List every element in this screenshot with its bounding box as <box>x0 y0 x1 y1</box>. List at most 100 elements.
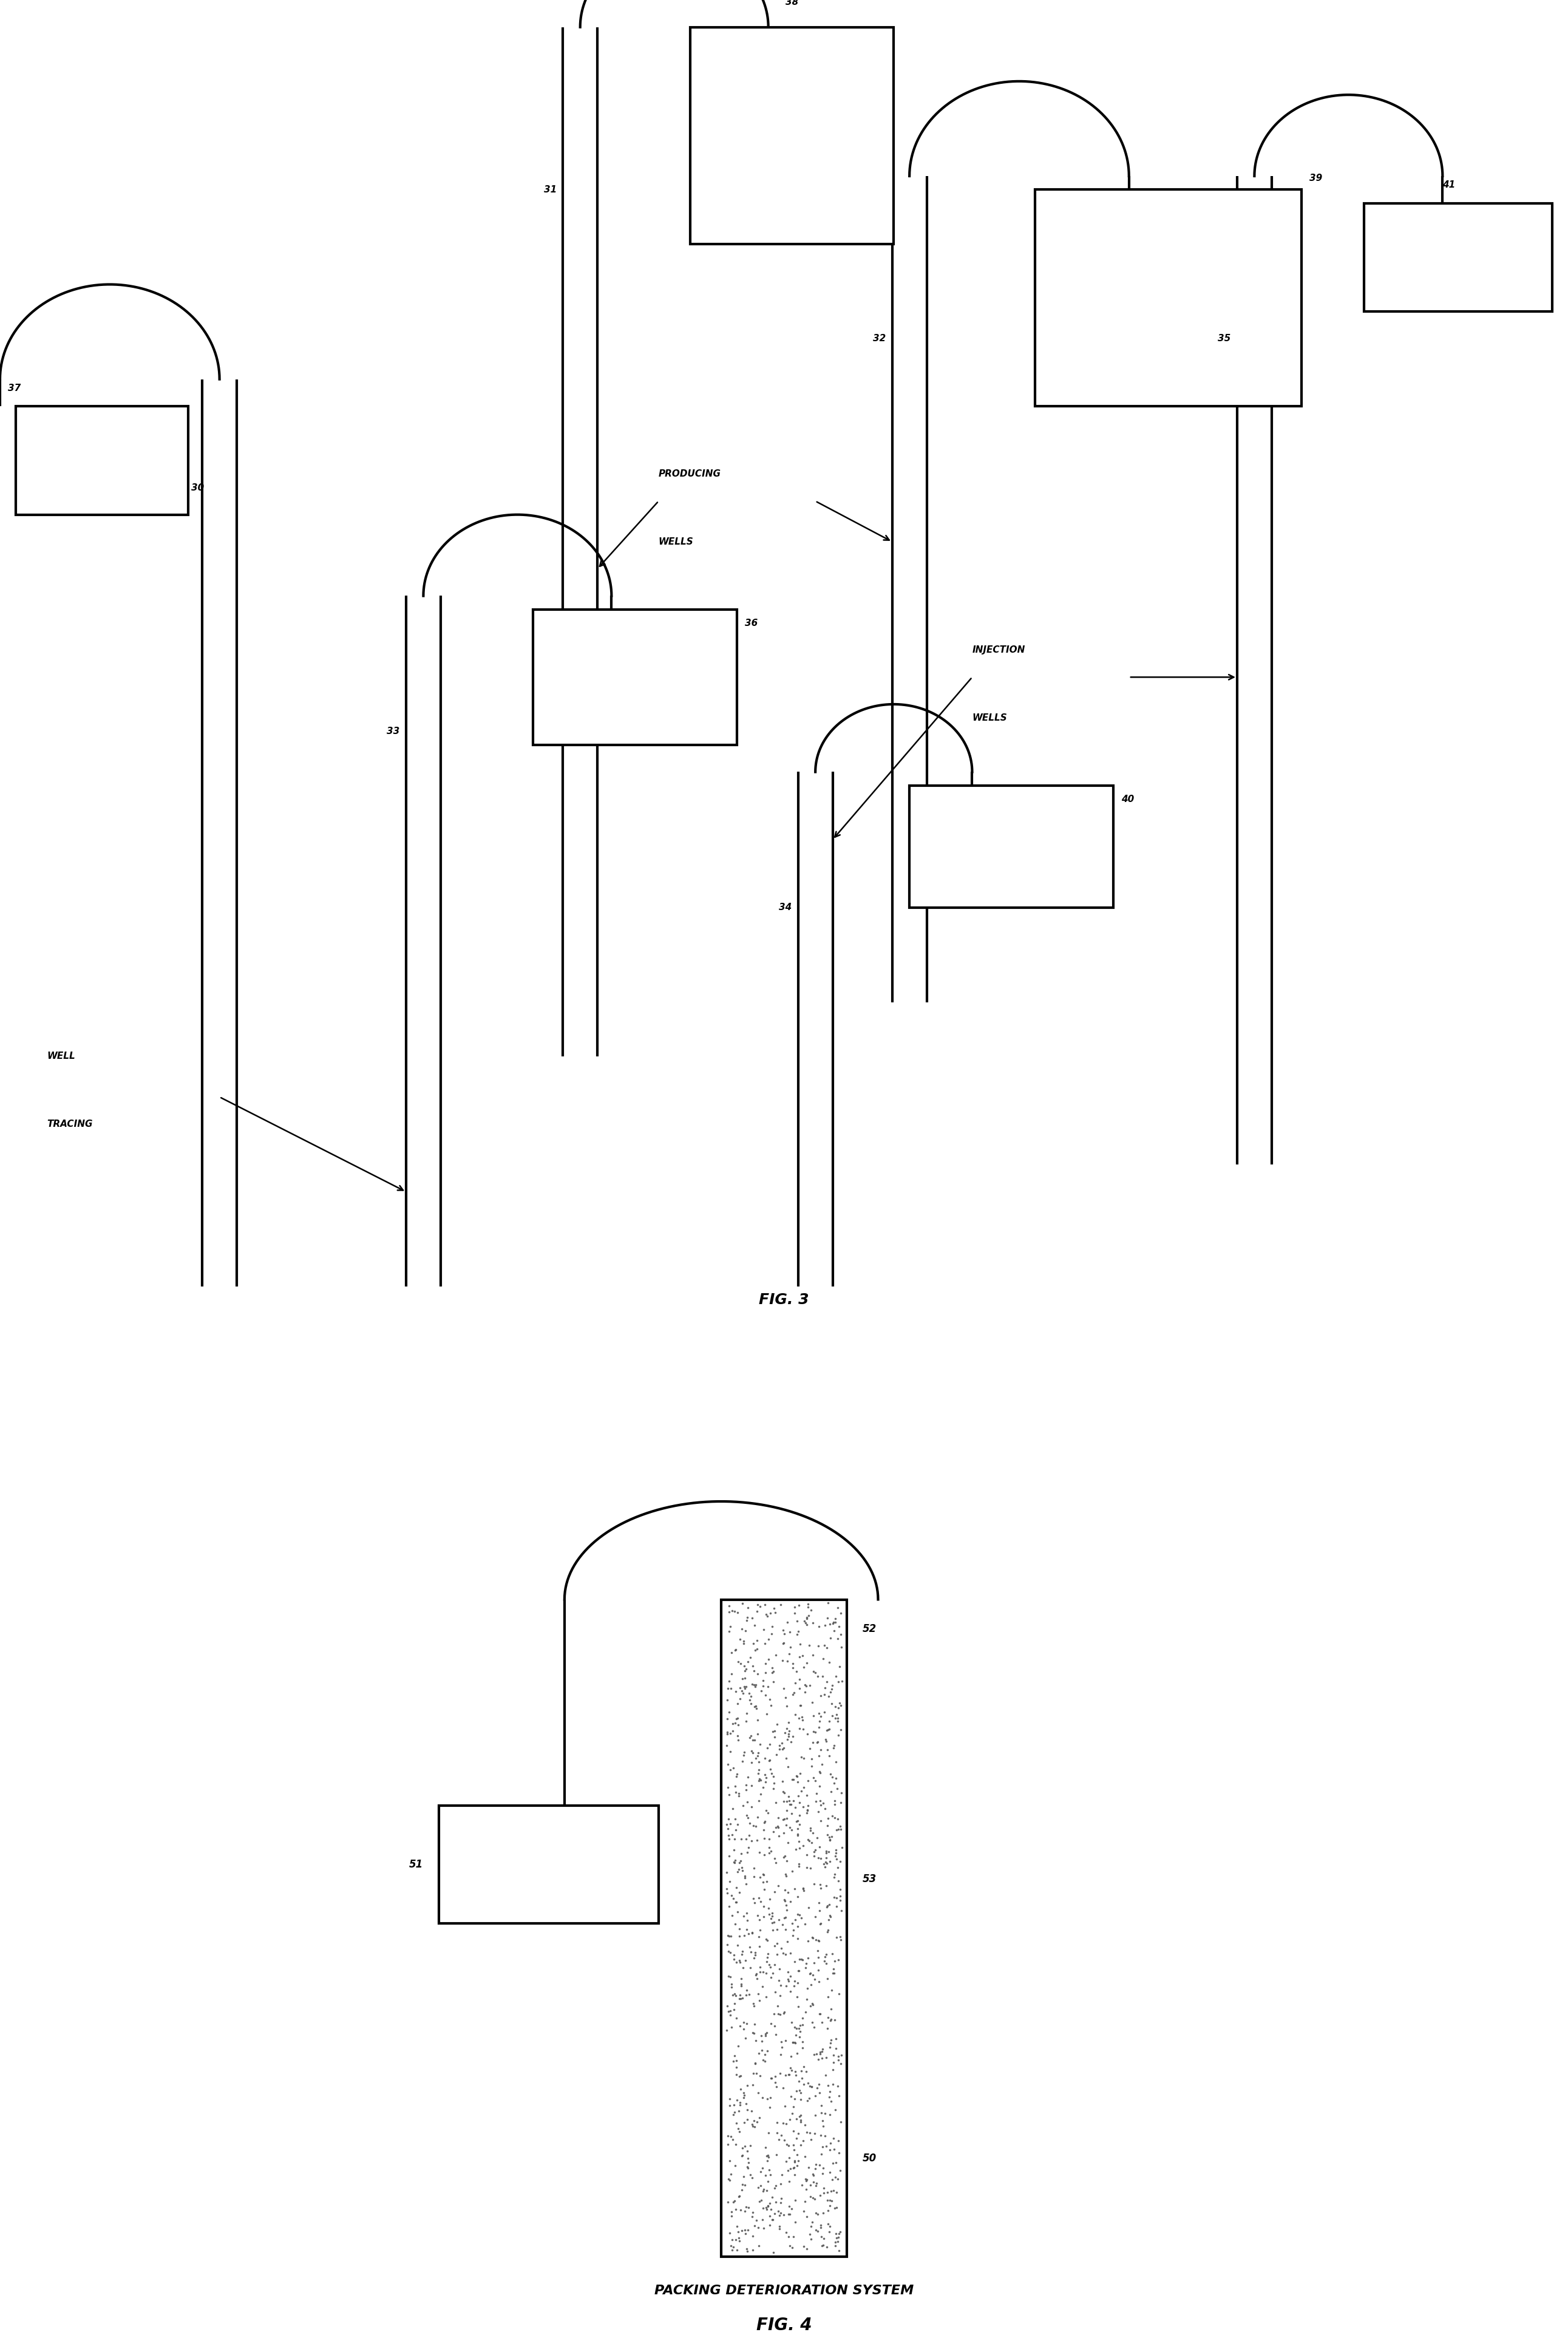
Point <box>731 2104 756 2141</box>
Point <box>803 2195 828 2232</box>
Point <box>715 2118 740 2155</box>
Point <box>729 1660 754 1698</box>
Point <box>786 1810 811 1847</box>
Point <box>801 1838 826 1875</box>
Point <box>776 1712 801 1749</box>
Point <box>723 2036 748 2073</box>
Point <box>814 1835 839 1873</box>
Point <box>789 1740 814 1777</box>
Point <box>808 1905 833 1943</box>
Point <box>818 1989 844 2027</box>
Point <box>739 1950 764 1987</box>
Point <box>757 1880 782 1917</box>
Point <box>732 2167 757 2204</box>
Point <box>715 1933 740 1971</box>
Point <box>718 1957 743 1994</box>
Point <box>800 1987 825 2024</box>
Point <box>800 1824 825 1861</box>
Point <box>828 1686 853 1723</box>
Point <box>737 1674 762 1712</box>
Point <box>726 1721 751 1758</box>
Point <box>742 2102 767 2139</box>
Point <box>814 1712 839 1749</box>
Point <box>765 1987 790 2024</box>
Point <box>743 1933 768 1971</box>
Point <box>771 1775 797 1812</box>
Point <box>820 2036 845 2073</box>
Point <box>818 1686 844 1723</box>
Point <box>809 2207 834 2244</box>
Point <box>717 1863 742 1901</box>
Point <box>746 1751 771 1789</box>
Point <box>801 1714 826 1751</box>
Point <box>750 1672 775 1709</box>
Point <box>825 1588 850 1625</box>
Point <box>718 1733 743 1770</box>
Point <box>767 2197 792 2235</box>
Point <box>723 1842 748 1880</box>
Point <box>768 2055 793 2092</box>
Point <box>786 1803 811 1840</box>
Point <box>726 2092 751 2130</box>
Point <box>728 1910 753 1947</box>
Point <box>757 2155 782 2193</box>
Point <box>790 1740 815 1777</box>
Text: 36: 36 <box>745 619 757 628</box>
Point <box>817 2188 842 2225</box>
Point <box>756 2113 781 2151</box>
Point <box>737 1915 762 1952</box>
Point <box>825 2174 850 2211</box>
Point <box>732 2211 757 2249</box>
Point <box>764 2183 789 2221</box>
Point <box>808 1698 833 1735</box>
Text: TRACING: TRACING <box>47 1118 93 1128</box>
Point <box>825 1620 850 1658</box>
Point <box>751 1856 776 1894</box>
Point <box>767 2120 792 2158</box>
Point <box>795 1786 820 1824</box>
Point <box>721 2228 746 2265</box>
Point <box>789 2102 814 2139</box>
Point <box>767 1978 792 2015</box>
Point <box>750 2078 775 2116</box>
Point <box>778 1882 803 1919</box>
Point <box>825 1849 850 1887</box>
Point <box>737 1975 762 2013</box>
Point <box>726 2214 751 2251</box>
Point <box>781 2148 806 2186</box>
Point <box>759 2059 784 2097</box>
Point <box>718 1656 743 1693</box>
Point <box>724 2041 750 2078</box>
Point <box>713 1854 739 1891</box>
Point <box>746 1763 771 1800</box>
Point <box>720 1592 745 1630</box>
Point <box>801 1758 826 1796</box>
Point <box>762 2169 787 2207</box>
Point <box>823 1700 848 1737</box>
Point <box>790 1768 815 1805</box>
Point <box>808 2036 833 2073</box>
Point <box>745 1961 770 1999</box>
Point <box>784 1803 809 1840</box>
Point <box>803 1831 828 1868</box>
Point <box>798 1812 823 1849</box>
Point <box>773 1910 798 1947</box>
Point <box>803 2078 828 2116</box>
Point <box>828 1842 853 1880</box>
Point <box>773 1966 798 2003</box>
Point <box>746 2228 771 2265</box>
Point <box>775 1709 800 1747</box>
Point <box>757 2186 782 2223</box>
Point <box>798 1966 823 2003</box>
Point <box>718 2162 743 2200</box>
Point <box>715 1714 740 1751</box>
Point <box>815 1583 840 1620</box>
Point <box>734 2148 759 2186</box>
Point <box>751 2172 776 2209</box>
Point <box>789 2052 814 2090</box>
Point <box>828 1684 853 1721</box>
Point <box>753 2015 778 2052</box>
Point <box>808 2073 833 2111</box>
Point <box>742 1667 767 1705</box>
Point <box>728 1943 753 1980</box>
